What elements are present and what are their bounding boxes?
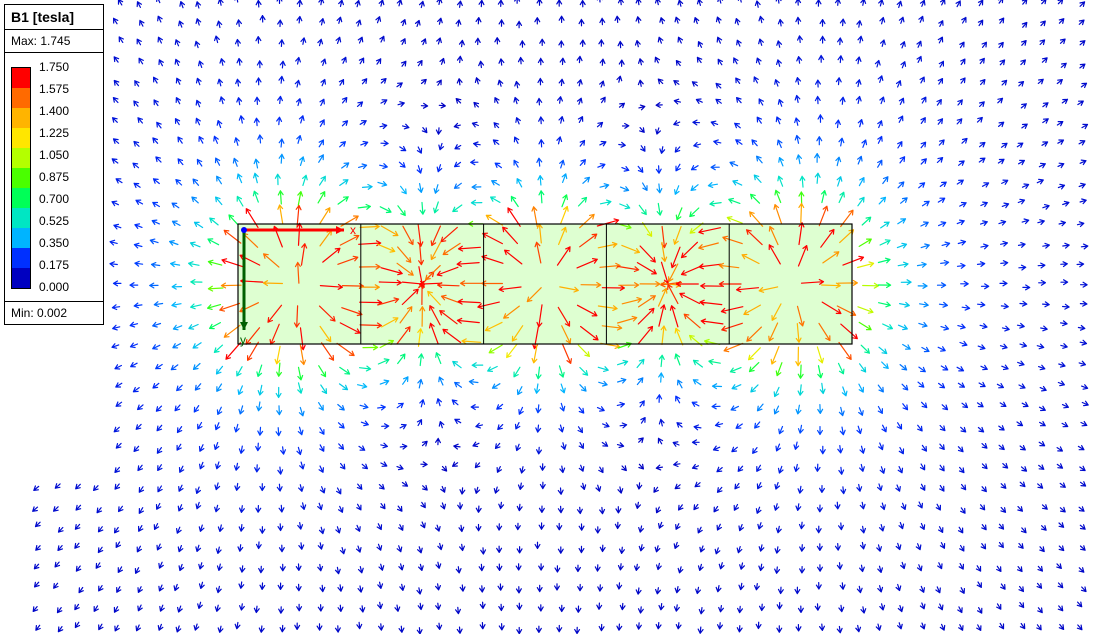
legend-swatches xyxy=(11,67,31,289)
legend-swatch xyxy=(12,208,30,228)
legend-scale: 1.7501.5751.4001.2251.0500.8750.7000.525… xyxy=(5,53,103,301)
legend-tick: 1.400 xyxy=(39,101,69,121)
legend-swatch xyxy=(12,228,30,248)
legend-tick: 0.350 xyxy=(39,233,69,253)
legend-tick: 1.225 xyxy=(39,123,69,143)
y-axis-label: y xyxy=(240,333,246,347)
legend-swatch xyxy=(12,188,30,208)
field-plot: xy xyxy=(0,0,1095,634)
legend-swatch xyxy=(12,248,30,268)
legend-title: B1 [tesla] xyxy=(5,5,103,30)
legend-max: Max: 1.745 xyxy=(5,30,103,53)
legend-swatch xyxy=(12,88,30,108)
legend-swatch xyxy=(12,268,30,288)
legend-tick-labels: 1.7501.5751.4001.2251.0500.8750.7000.525… xyxy=(31,57,69,297)
legend-swatch xyxy=(12,148,30,168)
legend-panel: B1 [tesla] Max: 1.745 1.7501.5751.4001.2… xyxy=(4,4,104,325)
legend-tick: 0.525 xyxy=(39,211,69,231)
z-axis-marker xyxy=(241,227,247,233)
legend-tick: 0.175 xyxy=(39,255,69,275)
legend-tick: 0.000 xyxy=(39,277,69,297)
legend-tick: 0.700 xyxy=(39,189,69,209)
legend-tick: 0.875 xyxy=(39,167,69,187)
legend-tick: 1.575 xyxy=(39,79,69,99)
legend-swatch xyxy=(12,68,30,88)
legend-swatch xyxy=(12,128,30,148)
legend-swatch xyxy=(12,168,30,188)
legend-tick: 1.050 xyxy=(39,145,69,165)
legend-tick: 1.750 xyxy=(39,57,69,77)
x-axis-label: x xyxy=(350,223,356,237)
legend-min: Min: 0.002 xyxy=(5,301,103,324)
legend-swatch xyxy=(12,108,30,128)
